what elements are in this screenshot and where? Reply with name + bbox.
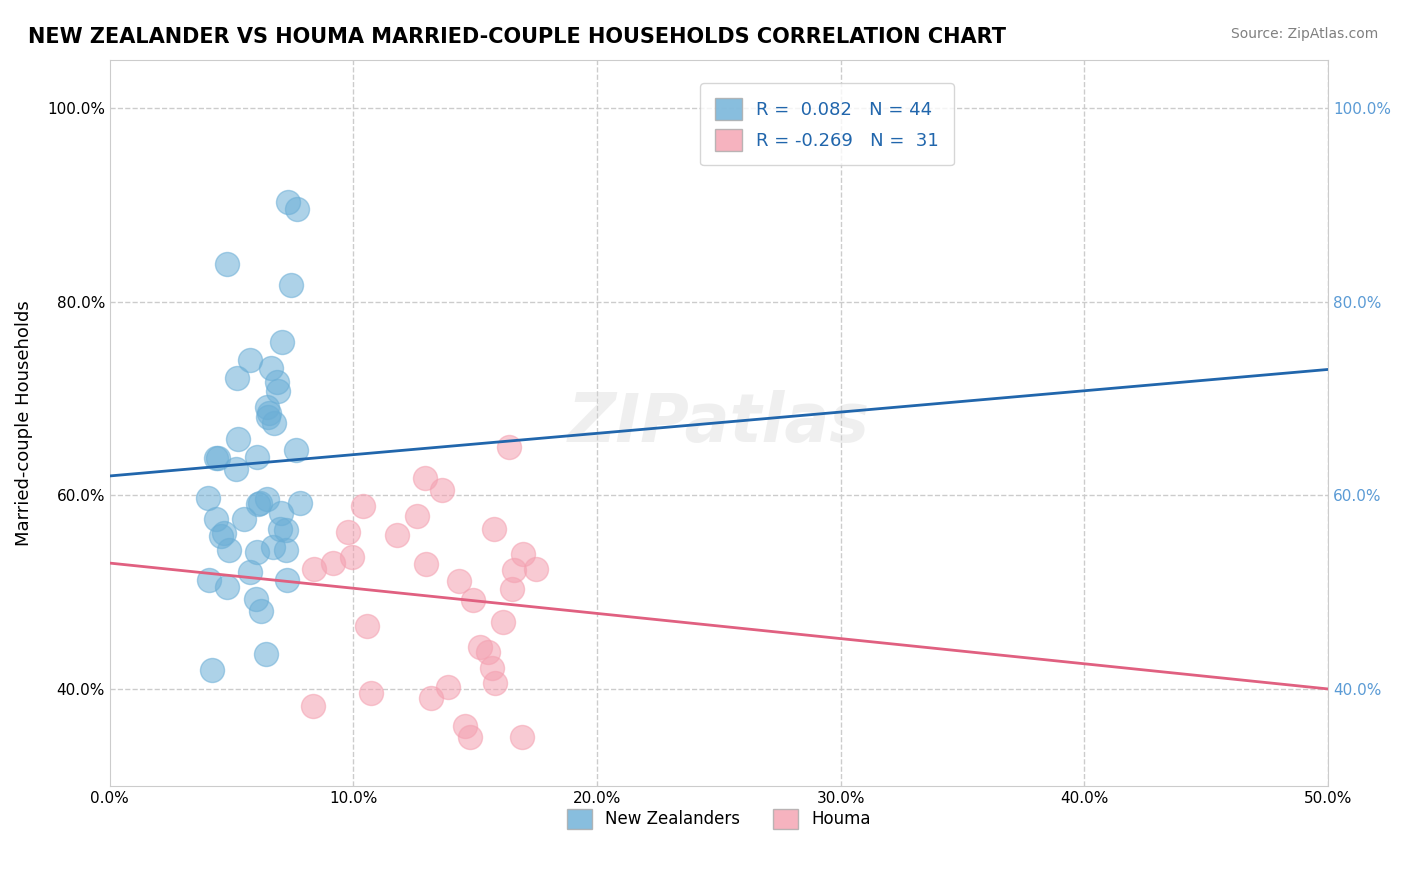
Point xyxy=(246,545,269,559)
Point xyxy=(477,645,499,659)
Point xyxy=(340,549,363,564)
Point xyxy=(277,194,299,209)
Point xyxy=(280,278,302,293)
Point xyxy=(420,690,443,705)
Point xyxy=(492,615,515,629)
Point xyxy=(288,496,311,510)
Point xyxy=(249,604,271,618)
Point xyxy=(209,529,232,543)
Point xyxy=(482,522,505,536)
Point xyxy=(201,663,224,677)
Point xyxy=(218,542,240,557)
Point xyxy=(458,731,481,745)
Point xyxy=(524,562,547,576)
Point xyxy=(249,496,271,510)
Point xyxy=(232,511,254,525)
Point xyxy=(284,442,307,457)
Point xyxy=(266,376,288,390)
Point xyxy=(215,256,238,270)
Point xyxy=(257,406,280,420)
Point xyxy=(430,483,453,497)
Point xyxy=(502,563,524,577)
Point xyxy=(337,525,360,540)
Point xyxy=(238,565,260,579)
Point xyxy=(246,450,269,464)
Point xyxy=(262,540,284,554)
Point xyxy=(512,547,534,561)
Point xyxy=(207,450,229,465)
Point xyxy=(269,522,291,536)
Point xyxy=(276,573,298,587)
Point xyxy=(270,506,292,520)
Point xyxy=(454,719,477,733)
Point xyxy=(276,543,298,558)
Text: NEW ZEALANDER VS HOUMA MARRIED-COUPLE HOUSEHOLDS CORRELATION CHART: NEW ZEALANDER VS HOUMA MARRIED-COUPLE HO… xyxy=(28,27,1007,46)
Point xyxy=(257,410,280,425)
Point xyxy=(302,698,325,713)
Point xyxy=(271,335,294,350)
Point xyxy=(212,526,235,541)
Point xyxy=(385,527,408,541)
Point xyxy=(356,619,378,633)
Point xyxy=(225,462,247,476)
Point xyxy=(463,592,485,607)
Point xyxy=(406,508,429,523)
Point xyxy=(256,401,278,415)
Point xyxy=(205,451,228,466)
Legend: New Zealanders, Houma: New Zealanders, Houma xyxy=(560,802,877,836)
Point xyxy=(501,582,523,596)
Text: ZIPatlas: ZIPatlas xyxy=(568,390,870,456)
Point xyxy=(247,498,270,512)
Point xyxy=(352,499,374,513)
Point xyxy=(225,371,247,385)
Point xyxy=(447,574,470,588)
Point xyxy=(274,523,297,537)
Point xyxy=(197,491,219,506)
Point xyxy=(322,556,344,570)
Point xyxy=(360,686,382,700)
Point xyxy=(215,580,238,594)
Point xyxy=(198,573,221,587)
Text: Source: ZipAtlas.com: Source: ZipAtlas.com xyxy=(1230,27,1378,41)
Point xyxy=(205,512,228,526)
Point xyxy=(413,471,436,485)
Point xyxy=(266,384,288,398)
Point xyxy=(437,680,460,694)
Point xyxy=(285,202,308,217)
Point xyxy=(254,647,277,661)
Point xyxy=(256,491,278,506)
Point xyxy=(259,361,281,376)
Point xyxy=(239,353,262,368)
Point xyxy=(510,731,533,745)
Y-axis label: Married-couple Households: Married-couple Households xyxy=(15,300,32,546)
Point xyxy=(245,592,267,607)
Point xyxy=(263,417,285,431)
Point xyxy=(415,558,437,572)
Point xyxy=(468,640,491,654)
Point xyxy=(481,661,503,675)
Point xyxy=(484,675,506,690)
Point xyxy=(228,432,250,446)
Point xyxy=(302,562,325,576)
Point xyxy=(498,440,520,454)
